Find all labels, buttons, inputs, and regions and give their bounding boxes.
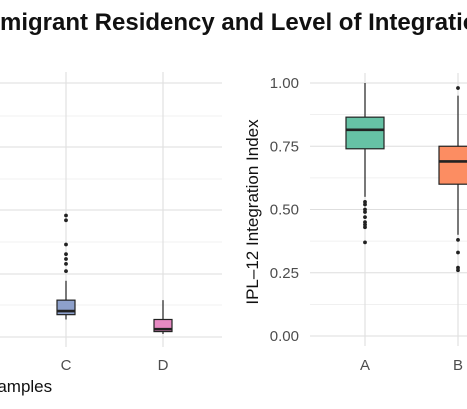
right-a-outlier-point bbox=[363, 207, 367, 212]
right-a-box bbox=[345, 116, 385, 150]
right-b-outlier-point bbox=[456, 86, 460, 90]
left-c-outlier-point bbox=[64, 218, 68, 223]
right-a-outlier-point bbox=[363, 200, 367, 204]
right-a-outlier-point bbox=[363, 215, 367, 219]
right-b-outlier-point bbox=[456, 250, 460, 255]
left-c-outlier-point bbox=[64, 261, 68, 266]
right-b-outlier-point bbox=[456, 237, 460, 242]
left-panel: CD Samples bbox=[0, 72, 222, 396]
left-c-outlier-point bbox=[64, 242, 68, 247]
right-gridlines bbox=[310, 73, 467, 346]
left-c-outlier-point bbox=[64, 257, 68, 261]
right-boxplots bbox=[345, 83, 467, 273]
right-y-tick-label: 0.00 bbox=[270, 328, 299, 345]
left-gridlines bbox=[0, 72, 222, 347]
right-a-outlier-point bbox=[363, 240, 367, 245]
right-x-tick-label: B bbox=[453, 357, 463, 374]
right-y-tick-label: 0.75 bbox=[270, 138, 299, 155]
left-c-outlier-point bbox=[64, 252, 68, 257]
chart-title: Immigrant Residency and Level of Integra… bbox=[0, 9, 467, 36]
right-x-tick-label: A bbox=[360, 357, 370, 374]
right-b-outlier-point bbox=[456, 268, 460, 273]
right-b-box bbox=[438, 145, 467, 185]
right-y-tick-label: 0.25 bbox=[270, 265, 299, 282]
right-a-outlier-point bbox=[363, 220, 367, 225]
left-c-box bbox=[56, 299, 76, 316]
right-y-tick-label: 0.50 bbox=[270, 202, 299, 219]
right-y-axis-title: IPL–12 Integration Index bbox=[243, 119, 262, 305]
left-c-outlier-point bbox=[64, 213, 68, 218]
right-y-ticks: 0.00 0.25 0.50 0.75 1.00 bbox=[270, 75, 299, 345]
left-x-tick-label: D bbox=[158, 357, 169, 374]
left-x-axis-title: Samples bbox=[0, 377, 52, 396]
right-y-tick-label: 1.00 bbox=[270, 75, 299, 92]
left-boxplots bbox=[56, 213, 173, 334]
left-x-tick-label: C bbox=[61, 357, 72, 374]
left-c-outlier-point bbox=[64, 269, 68, 274]
